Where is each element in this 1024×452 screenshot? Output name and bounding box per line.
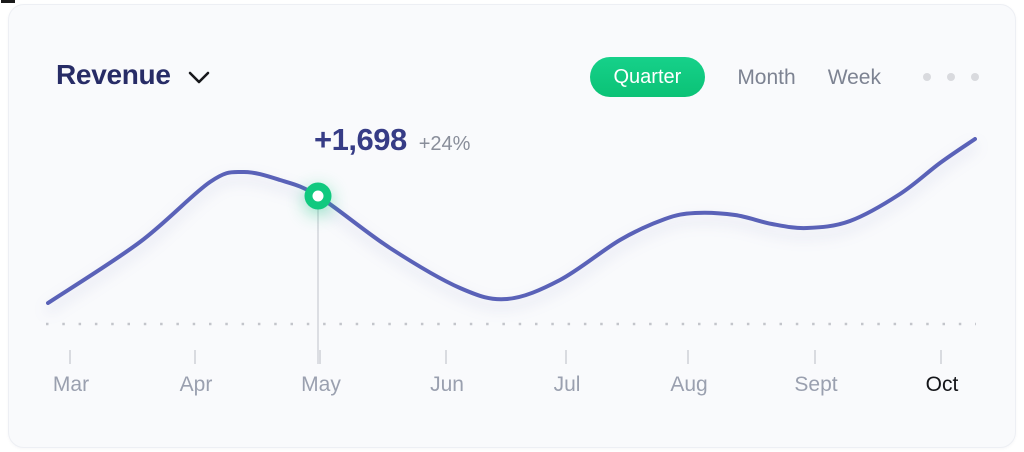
ellipsis-icon — [923, 73, 931, 81]
period-toggle: Quarter Month Week — [589, 57, 881, 97]
more-menu-button[interactable] — [921, 67, 981, 87]
period-button-month[interactable]: Month — [737, 65, 796, 89]
tooltip-delta: +24% — [418, 133, 471, 155]
revenue-dropdown[interactable]: Revenue — [56, 59, 210, 91]
axis-label-jun: Jun — [430, 373, 464, 396]
highlight-tooltip: +1,698 +24% — [314, 122, 470, 158]
axis-label-mar: Mar — [52, 373, 90, 396]
x-axis-labels: Mar Apr May Jun Jul Aug Sept Oct — [9, 373, 1015, 403]
axis-label-aug: Aug — [670, 373, 708, 396]
revenue-chart-card: Revenue Quarter Month Week +1,698 +24% Mar… — [8, 4, 1016, 448]
chevron-down-icon — [188, 71, 210, 84]
axis-label-oct: Oct — [925, 373, 959, 396]
axis-label-jul: Jul — [553, 373, 581, 396]
period-button-quarter[interactable]: Quarter — [589, 57, 706, 97]
header-controls: Quarter Month Week — [589, 57, 982, 97]
card-title: Revenue — [56, 59, 171, 90]
axis-label-may: May — [301, 373, 341, 396]
period-button-week[interactable]: Week — [827, 65, 881, 89]
axis-label-sept: Sept — [794, 373, 838, 396]
axis-label-apr: Apr — [179, 373, 213, 396]
top-left-artifact — [1, 0, 15, 3]
tooltip-value: +1,698 — [314, 122, 407, 157]
